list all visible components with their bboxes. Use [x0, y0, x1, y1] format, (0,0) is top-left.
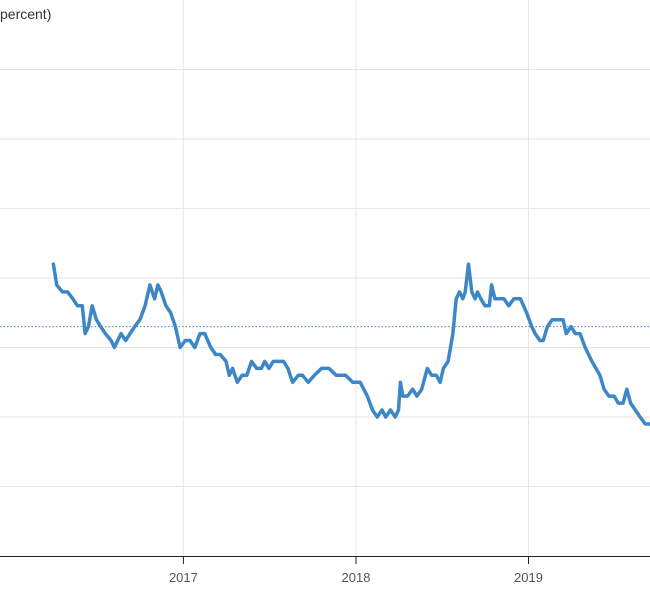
- chart-title: percent): [0, 6, 52, 22]
- x-tick-label-2017: 2017: [169, 570, 198, 585]
- x-tick-label-2019: 2019: [514, 570, 543, 585]
- series-line: [51, 262, 650, 426]
- x-axis-ticks: 2017 2018 2019: [169, 556, 543, 585]
- gridlines: [0, 0, 650, 556]
- x-tick-label-2018: 2018: [342, 570, 371, 585]
